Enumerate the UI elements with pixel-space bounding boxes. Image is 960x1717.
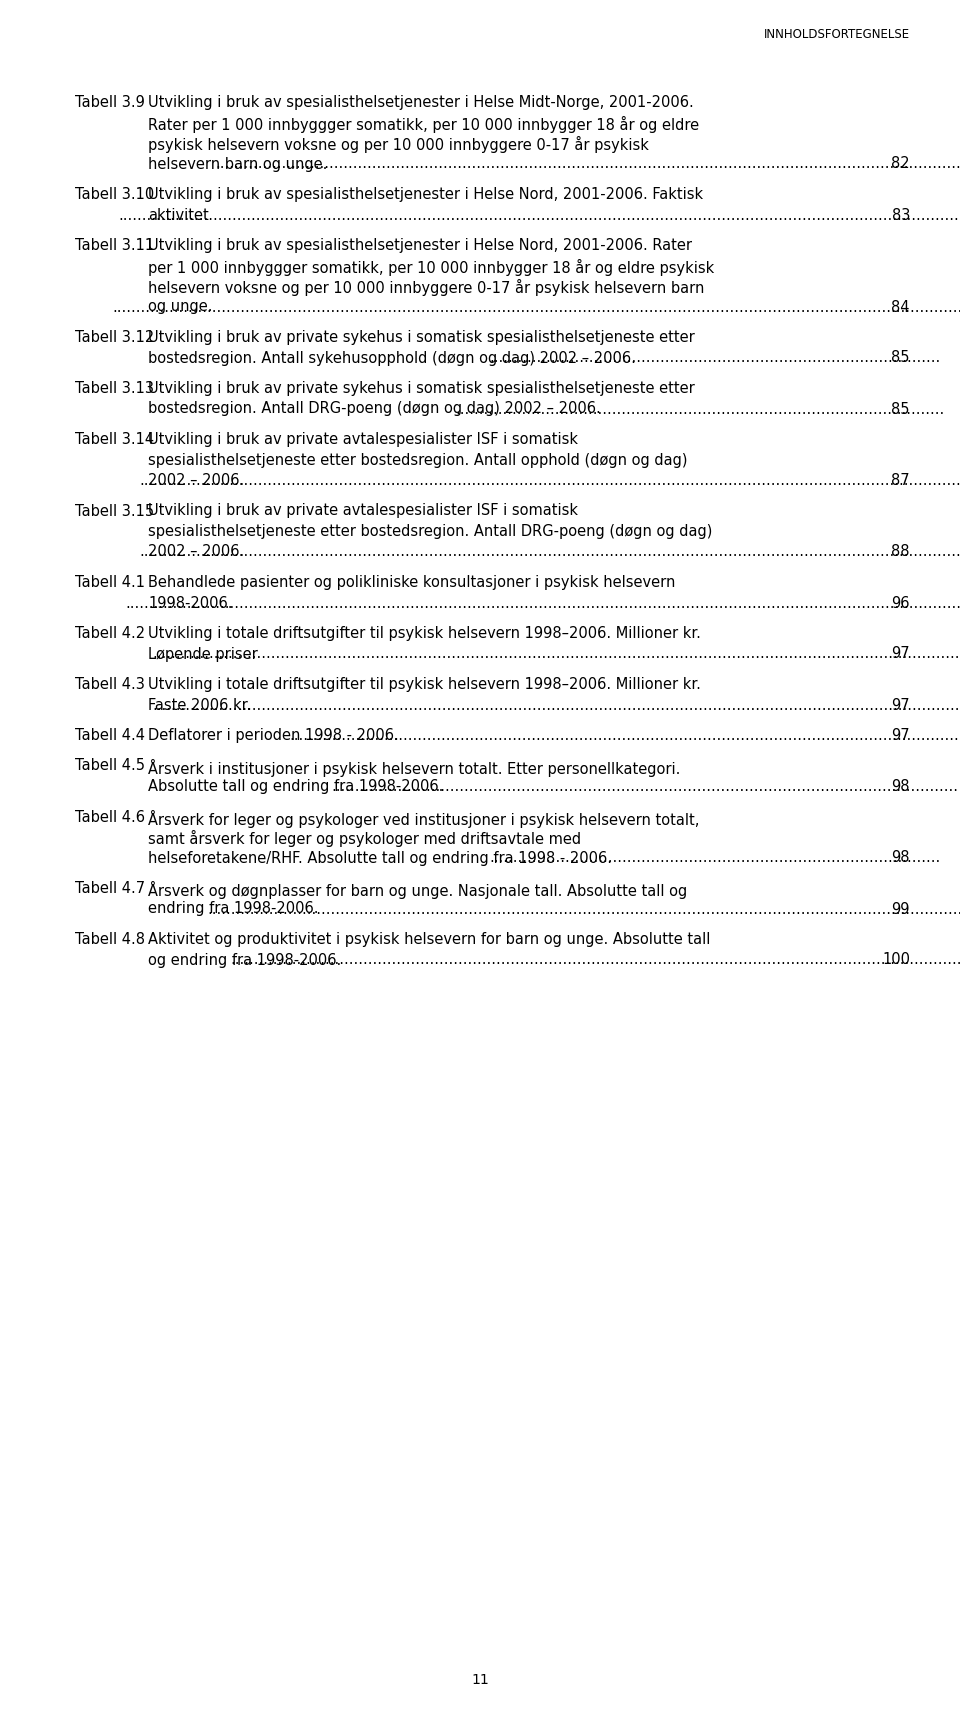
Text: 97: 97	[892, 728, 910, 743]
Text: ................................................................................: ........................................…	[230, 953, 960, 967]
Text: Tabell 4.6: Tabell 4.6	[75, 809, 145, 824]
Text: samt årsverk for leger og psykologer med driftsavtale med: samt årsverk for leger og psykologer med…	[148, 829, 581, 846]
Text: Tabell 4.8: Tabell 4.8	[75, 932, 145, 948]
Text: Tabell 4.2: Tabell 4.2	[75, 627, 145, 640]
Text: Tabell 3.13: Tabell 3.13	[75, 381, 154, 397]
Text: ................................................................................: ........................................…	[215, 156, 960, 172]
Text: bostedsregion. Antall DRG-poeng (døgn og dag) 2002 – 2006.: bostedsregion. Antall DRG-poeng (døgn og…	[148, 402, 601, 417]
Text: 84: 84	[892, 299, 910, 314]
Text: Utvikling i totale driftsutgifter til psykisk helsevern 1998–2006. Millioner kr.: Utvikling i totale driftsutgifter til ps…	[148, 627, 701, 640]
Text: og endring fra 1998-2006.: og endring fra 1998-2006.	[148, 953, 341, 967]
Text: ................................................................................: ........................................…	[118, 208, 960, 223]
Text: ................................................................................: ........................................…	[331, 780, 958, 793]
Text: 98: 98	[892, 780, 910, 793]
Text: ................................................................................: ........................................…	[490, 850, 941, 865]
Text: Tabell 3.12: Tabell 3.12	[75, 330, 155, 345]
Text: 2002 – 2006.: 2002 – 2006.	[148, 472, 244, 488]
Text: 96: 96	[892, 596, 910, 611]
Text: ................................................................................: ........................................…	[207, 901, 960, 917]
Text: 87: 87	[892, 472, 910, 488]
Text: Tabell 4.4: Tabell 4.4	[75, 728, 145, 743]
Text: Utvikling i bruk av private avtalespesialister ISF i somatisk: Utvikling i bruk av private avtalespesia…	[148, 503, 578, 519]
Text: helseforetakene/RHF. Absolutte tall og endring fra 1998 - 2006.: helseforetakene/RHF. Absolutte tall og e…	[148, 850, 612, 865]
Text: spesialisthelsetjeneste etter bostedsregion. Antall DRG-poeng (døgn og dag): spesialisthelsetjeneste etter bostedsreg…	[148, 524, 712, 539]
Text: endring fra 1998-2006.: endring fra 1998-2006.	[148, 901, 319, 917]
Text: Rater per 1 000 innbyggger somatikk, per 10 000 innbygger 18 år og eldre: Rater per 1 000 innbyggger somatikk, per…	[148, 115, 699, 132]
Text: Tabell 3.15: Tabell 3.15	[75, 503, 155, 519]
Text: 11: 11	[471, 1672, 489, 1688]
Text: Årsverk i institusjoner i psykisk helsevern totalt. Etter personellkategori.: Årsverk i institusjoner i psykisk helsev…	[148, 759, 681, 776]
Text: Årsverk og døgnplasser for barn og unge. Nasjonale tall. Absolutte tall og: Årsverk og døgnplasser for barn og unge.…	[148, 881, 687, 900]
Text: Tabell 3.14: Tabell 3.14	[75, 433, 155, 446]
Text: ................................................................................: ........................................…	[455, 402, 944, 417]
Text: og unge.: og unge.	[148, 299, 212, 314]
Text: 2002 – 2006.: 2002 – 2006.	[148, 544, 244, 560]
Text: Deflatorer i perioden 1998 - 2006.: Deflatorer i perioden 1998 - 2006.	[148, 728, 398, 743]
Text: spesialisthelsetjeneste etter bostedsregion. Antall opphold (døgn og dag): spesialisthelsetjeneste etter bostedsreg…	[148, 453, 687, 467]
Text: Utvikling i totale driftsutgifter til psykisk helsevern 1998–2006. Millioner kr.: Utvikling i totale driftsutgifter til ps…	[148, 676, 701, 692]
Text: per 1 000 innbyggger somatikk, per 10 000 innbygger 18 år og eldre psykisk: per 1 000 innbyggger somatikk, per 10 00…	[148, 259, 714, 275]
Text: Utvikling i bruk av spesialisthelsetjenester i Helse Midt-Norge, 2001-2006.: Utvikling i bruk av spesialisthelsetjene…	[148, 94, 694, 110]
Text: 88: 88	[892, 544, 910, 560]
Text: Årsverk for leger og psykologer ved institusjoner i psykisk helsevern totalt,: Årsverk for leger og psykologer ved inst…	[148, 809, 700, 828]
Text: helsevern voksne og per 10 000 innbyggere 0-17 år psykisk helsevern barn: helsevern voksne og per 10 000 innbygger…	[148, 278, 705, 295]
Text: Faste 2006 kr.: Faste 2006 kr.	[148, 697, 252, 713]
Text: Utvikling i bruk av private sykehus i somatisk spesialisthelsetjeneste etter: Utvikling i bruk av private sykehus i so…	[148, 381, 695, 397]
Text: ................................................................................: ........................................…	[490, 350, 941, 366]
Text: ................................................................................: ........................................…	[139, 544, 960, 560]
Text: Tabell 3.9: Tabell 3.9	[75, 94, 145, 110]
Text: Tabell 4.7: Tabell 4.7	[75, 881, 145, 896]
Text: Utvikling i bruk av private sykehus i somatisk spesialisthelsetjeneste etter: Utvikling i bruk av private sykehus i so…	[148, 330, 695, 345]
Text: 82: 82	[892, 156, 910, 172]
Text: Tabell 3.11: Tabell 3.11	[75, 239, 155, 252]
Text: Aktivitet og produktivitet i psykisk helsevern for barn og unge. Absolutte tall: Aktivitet og produktivitet i psykisk hel…	[148, 932, 710, 948]
Text: Utvikling i bruk av spesialisthelsetjenester i Helse Nord, 2001-2006. Rater: Utvikling i bruk av spesialisthelsetjene…	[148, 239, 692, 252]
Text: Behandlede pasienter og polikliniske konsultasjoner i psykisk helsevern: Behandlede pasienter og polikliniske kon…	[148, 575, 676, 591]
Text: Tabell 4.1: Tabell 4.1	[75, 575, 145, 591]
Text: aktivitet: aktivitet	[148, 208, 208, 223]
Text: INNHOLDSFORTEGNELSE: INNHOLDSFORTEGNELSE	[764, 27, 910, 41]
Text: Tabell 3.10: Tabell 3.10	[75, 187, 155, 203]
Text: ................................................................................: ........................................…	[289, 728, 960, 743]
Text: psykisk helsevern voksne og per 10 000 innbyggere 0-17 år psykisk: psykisk helsevern voksne og per 10 000 i…	[148, 136, 649, 153]
Text: Løpende priser: Løpende priser	[148, 647, 257, 661]
Text: 97: 97	[892, 647, 910, 661]
Text: 99: 99	[892, 901, 910, 917]
Text: Tabell 4.3: Tabell 4.3	[75, 676, 145, 692]
Text: 97: 97	[892, 697, 910, 713]
Text: 98: 98	[892, 850, 910, 865]
Text: Utvikling i bruk av spesialisthelsetjenester i Helse Nord, 2001-2006. Faktisk: Utvikling i bruk av spesialisthelsetjene…	[148, 187, 703, 203]
Text: 85: 85	[892, 350, 910, 366]
Text: Utvikling i bruk av private avtalespesialister ISF i somatisk: Utvikling i bruk av private avtalespesia…	[148, 433, 578, 446]
Text: ................................................................................: ........................................…	[112, 299, 960, 314]
Text: 83: 83	[892, 208, 910, 223]
Text: helsevern barn og unge.: helsevern barn og unge.	[148, 156, 327, 172]
Text: Absolutte tall og endring fra 1998-2006.: Absolutte tall og endring fra 1998-2006.	[148, 780, 444, 793]
Text: ................................................................................: ........................................…	[153, 697, 960, 713]
Text: 85: 85	[892, 402, 910, 417]
Text: ................................................................................: ........................................…	[126, 596, 960, 611]
Text: ................................................................................: ........................................…	[153, 647, 960, 661]
Text: 100: 100	[882, 953, 910, 967]
Text: bostedsregion. Antall sykehusopphold (døgn og dag) 2002 – 2006.: bostedsregion. Antall sykehusopphold (dø…	[148, 350, 636, 366]
Text: 1998-2006.: 1998-2006.	[148, 596, 232, 611]
Text: Tabell 4.5: Tabell 4.5	[75, 759, 145, 773]
Text: ................................................................................: ........................................…	[139, 472, 960, 488]
